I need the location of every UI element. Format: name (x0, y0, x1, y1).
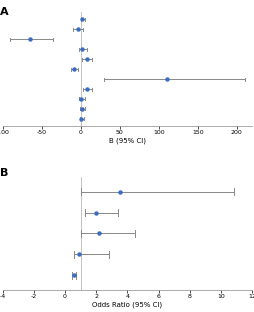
X-axis label: Odds Ratio (95% CI): Odds Ratio (95% CI) (92, 301, 162, 308)
Text: A: A (0, 7, 9, 17)
X-axis label: B (95% CI): B (95% CI) (108, 137, 146, 144)
Text: B: B (0, 168, 8, 178)
